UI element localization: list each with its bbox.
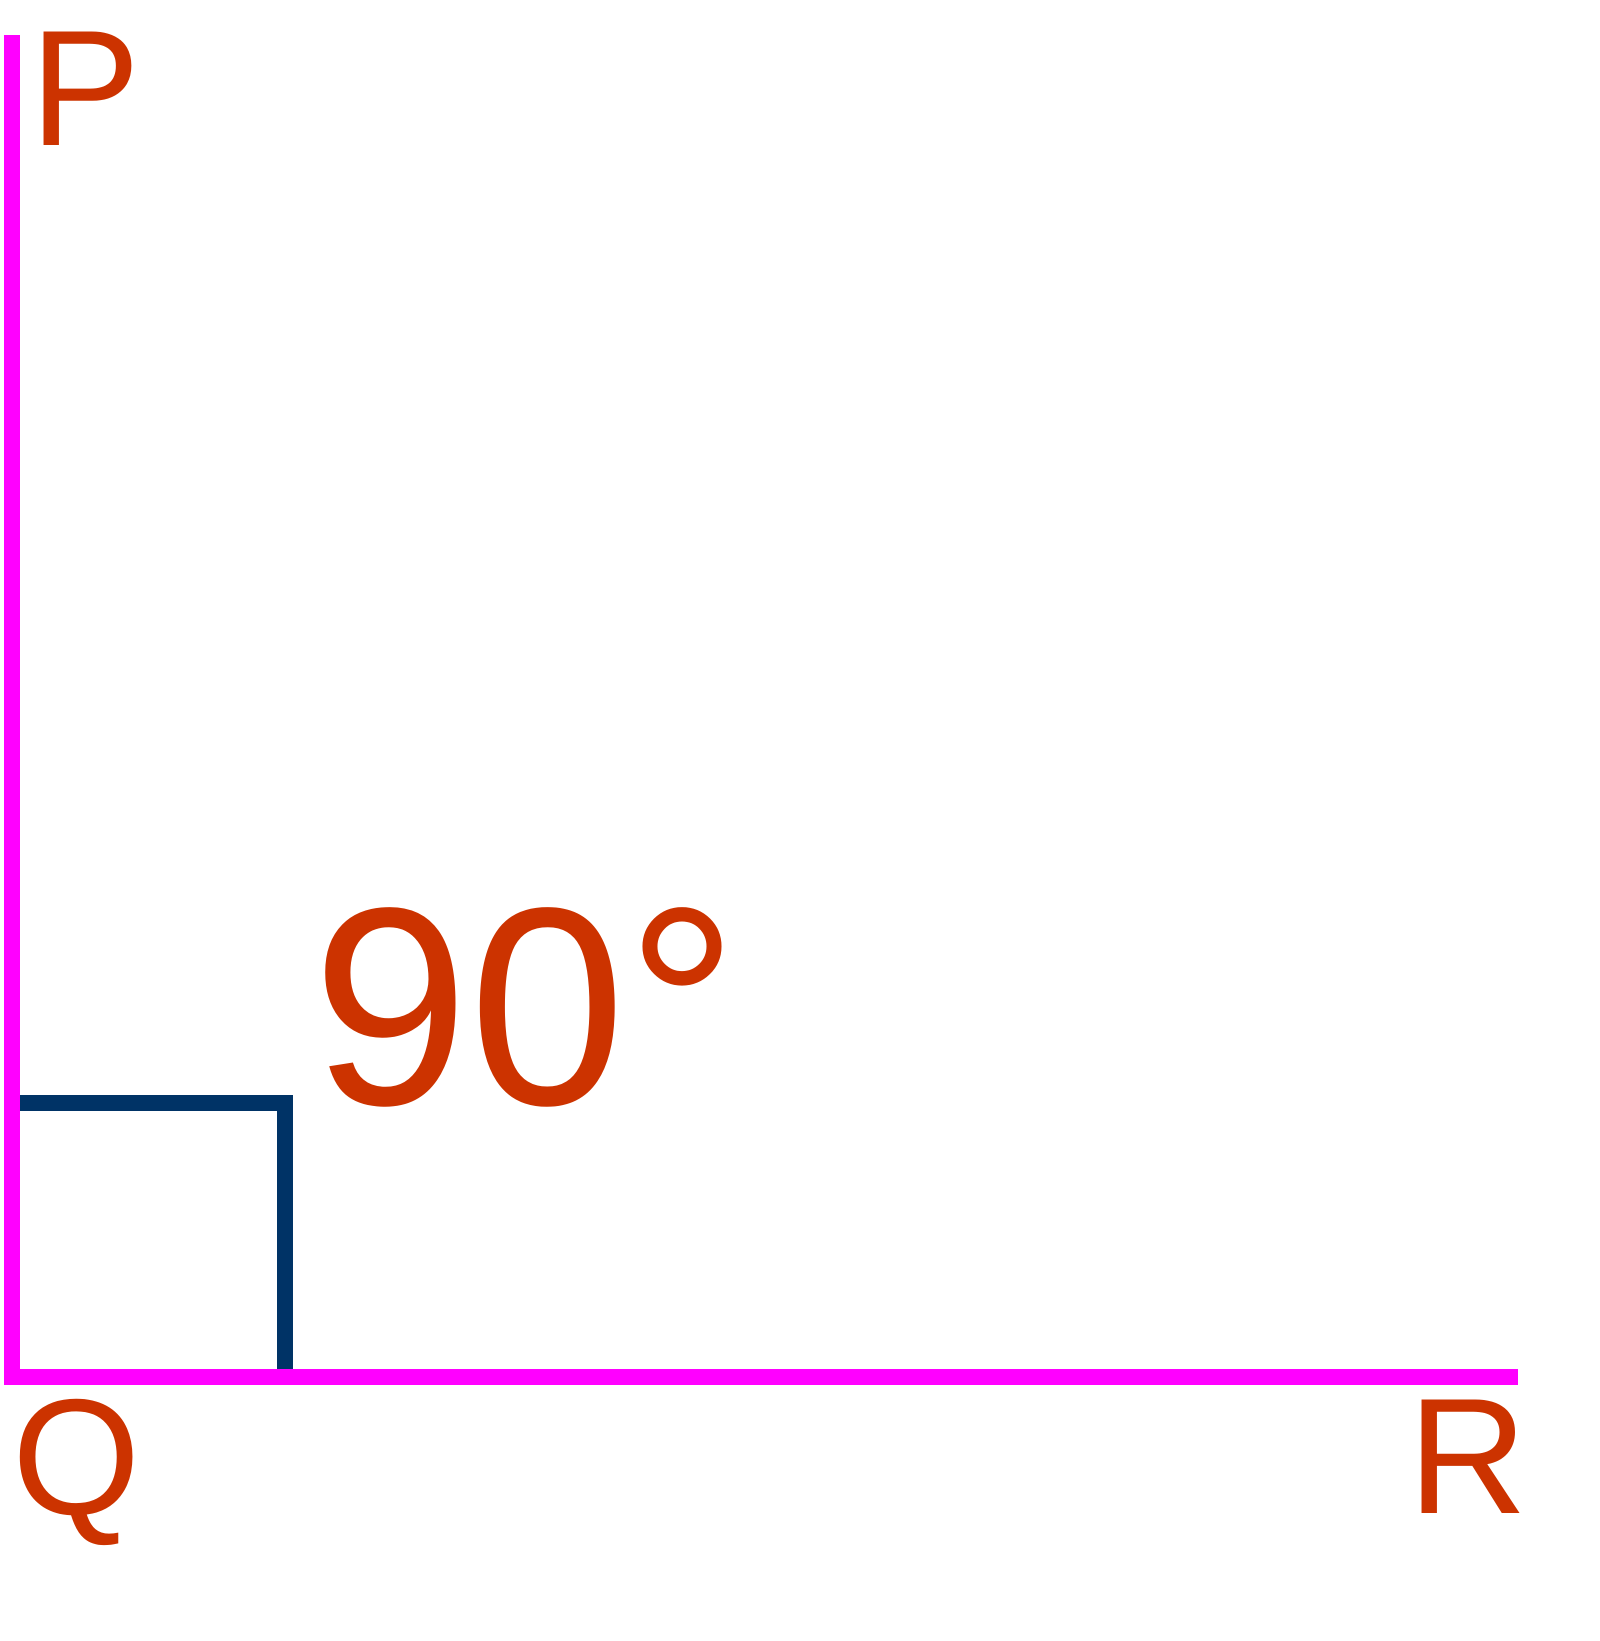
vertex-label: R (1408, 1364, 1527, 1548)
vertex-label: P (30, 0, 140, 180)
angle-label: 90° (312, 849, 738, 1164)
right-angle-marker (20, 1095, 293, 1369)
vertex-label: Q (12, 1365, 140, 1549)
